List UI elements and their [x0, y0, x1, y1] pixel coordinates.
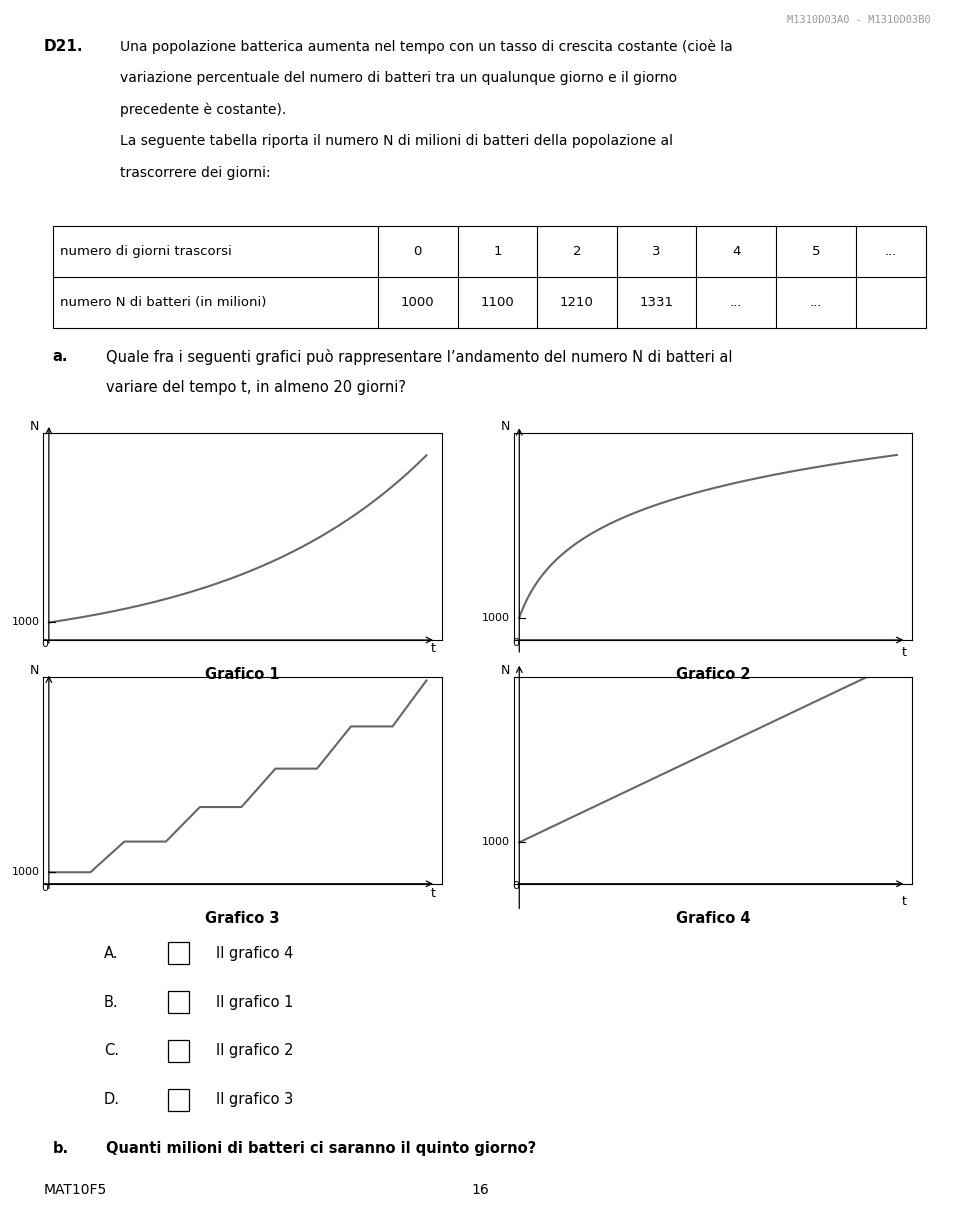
Text: ...: ...: [809, 296, 822, 308]
Text: D21.: D21.: [43, 39, 83, 54]
Text: ...: ...: [730, 296, 742, 308]
Text: precedente è costante).: precedente è costante).: [120, 102, 286, 117]
Text: t: t: [431, 642, 436, 656]
Text: 0: 0: [414, 245, 422, 257]
Text: a.: a.: [53, 349, 68, 363]
Text: Il grafico 2: Il grafico 2: [216, 1043, 294, 1058]
Text: 1331: 1331: [639, 296, 674, 308]
Text: A.: A.: [104, 946, 118, 961]
Text: variazione percentuale del numero di batteri tra un qualunque giorno e il giorno: variazione percentuale del numero di bat…: [120, 71, 677, 84]
Text: 1: 1: [493, 245, 502, 257]
Text: Una popolazione batterica aumenta nel tempo con un tasso di crescita costante (c: Una popolazione batterica aumenta nel te…: [120, 39, 732, 54]
Text: 2: 2: [573, 245, 581, 257]
Text: 0: 0: [512, 639, 519, 649]
Text: 1000: 1000: [12, 867, 39, 878]
Text: Grafico 1: Grafico 1: [205, 667, 279, 681]
Text: Grafico 4: Grafico 4: [676, 911, 750, 925]
Text: N: N: [500, 419, 510, 433]
Text: C.: C.: [104, 1043, 119, 1058]
Text: Grafico 3: Grafico 3: [205, 911, 279, 925]
Text: M1310D03A0 - M1310D03B0: M1310D03A0 - M1310D03B0: [787, 15, 931, 24]
Text: 0: 0: [41, 883, 49, 894]
Text: t: t: [901, 646, 906, 659]
Text: 16: 16: [471, 1184, 489, 1197]
Text: D.: D.: [104, 1092, 120, 1107]
Text: 3: 3: [652, 245, 660, 257]
Text: ...: ...: [885, 245, 898, 257]
Text: B.: B.: [104, 995, 118, 1009]
Text: t: t: [431, 887, 436, 900]
Text: variare del tempo t, in almeno 20 giorni?: variare del tempo t, in almeno 20 giorni…: [106, 380, 406, 395]
Text: 1000: 1000: [401, 296, 435, 308]
Text: 4: 4: [732, 245, 740, 257]
Text: trascorrere dei giorni:: trascorrere dei giorni:: [120, 166, 271, 179]
Text: 1210: 1210: [560, 296, 594, 308]
Text: N: N: [30, 663, 39, 677]
Text: N: N: [500, 663, 510, 677]
Text: Il grafico 3: Il grafico 3: [216, 1092, 293, 1107]
Text: Quanti milioni di batteri ci saranno il quinto giorno?: Quanti milioni di batteri ci saranno il …: [106, 1141, 536, 1156]
Text: MAT10F5: MAT10F5: [43, 1184, 107, 1197]
Text: 0: 0: [512, 881, 519, 891]
Text: 1000: 1000: [482, 613, 510, 623]
Text: Quale fra i seguenti grafici può rappresentare l’andamento del numero N di batte: Quale fra i seguenti grafici può rappres…: [106, 349, 732, 364]
Text: La seguente tabella riporta il numero N di milioni di batteri della popolazione : La seguente tabella riporta il numero N …: [120, 134, 673, 147]
Text: t: t: [901, 895, 906, 908]
Text: numero N di batteri (in milioni): numero N di batteri (in milioni): [60, 296, 266, 308]
Text: Grafico 2: Grafico 2: [676, 667, 750, 681]
Text: b.: b.: [53, 1141, 69, 1156]
Text: 1100: 1100: [481, 296, 515, 308]
Text: 0: 0: [41, 640, 49, 650]
Text: numero di giorni trascorsi: numero di giorni trascorsi: [60, 245, 231, 257]
Text: Il grafico 4: Il grafico 4: [216, 946, 294, 961]
Text: 1000: 1000: [12, 618, 39, 628]
Text: 5: 5: [811, 245, 820, 257]
Text: 1000: 1000: [482, 837, 510, 847]
Text: N: N: [30, 419, 39, 433]
Text: Il grafico 1: Il grafico 1: [216, 995, 294, 1009]
